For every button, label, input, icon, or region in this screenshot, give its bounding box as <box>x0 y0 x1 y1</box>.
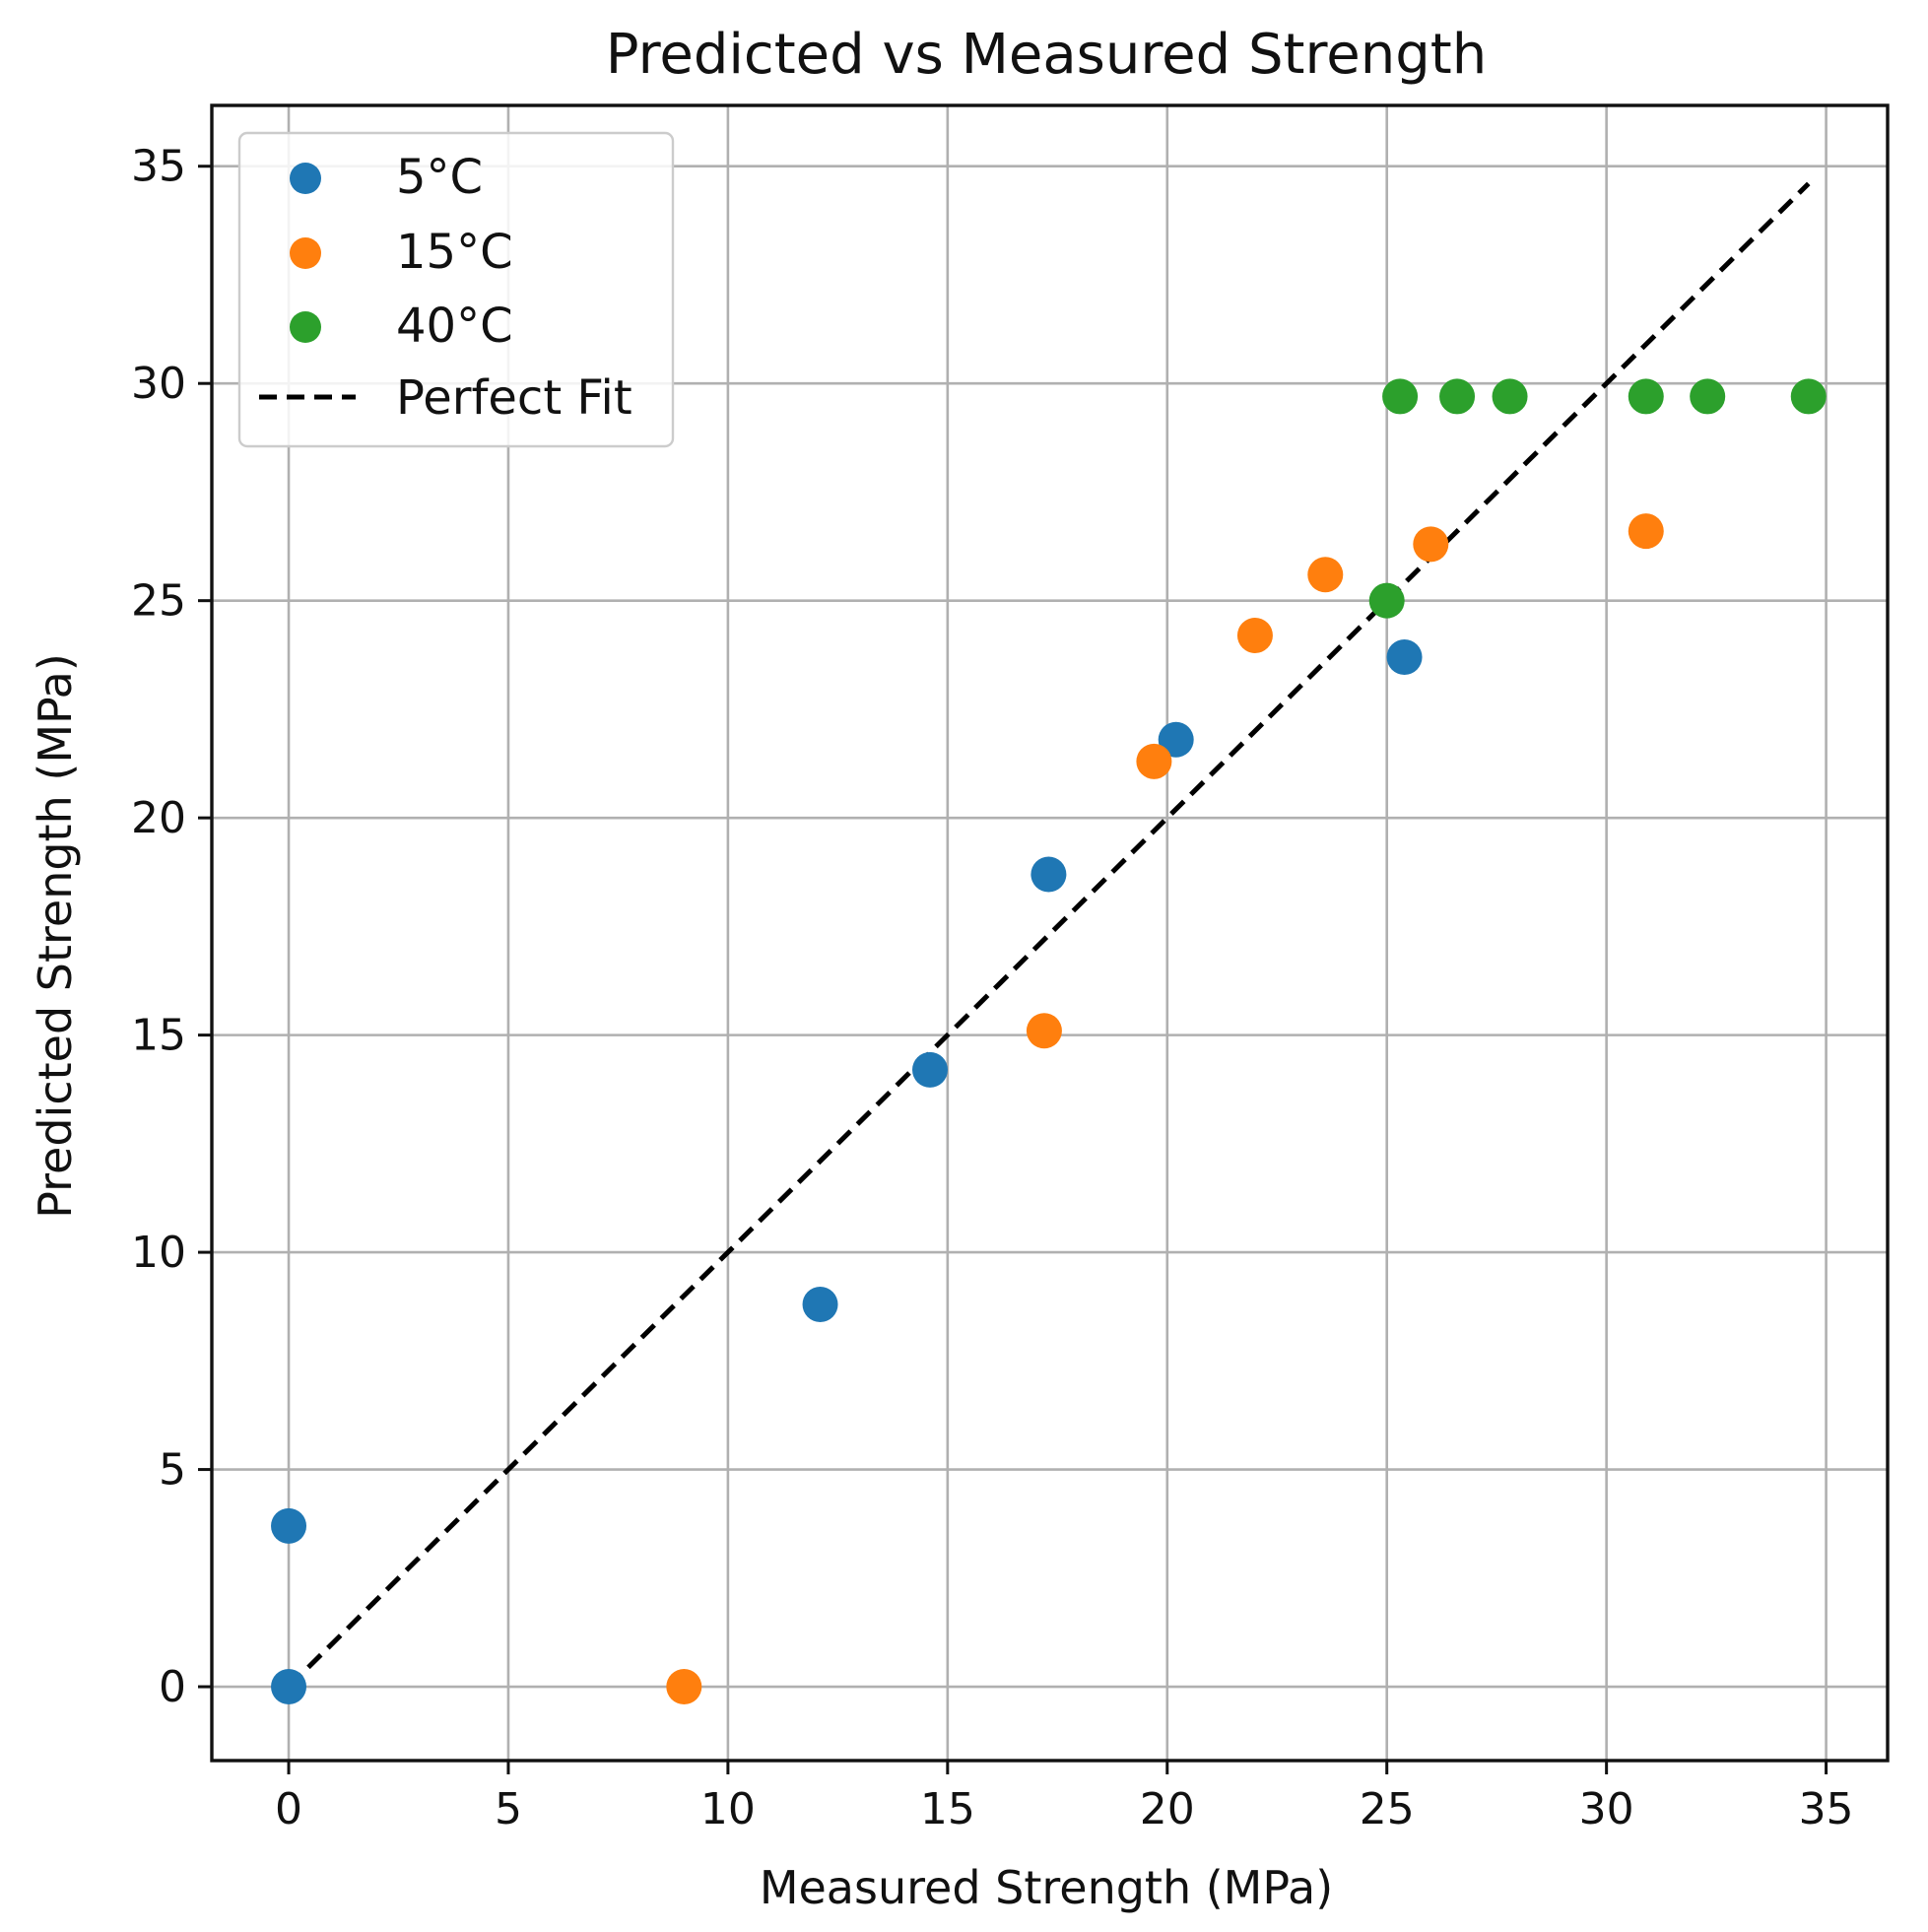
series-0 <box>271 639 1423 1705</box>
data-point <box>1439 378 1476 415</box>
axis-ticks: 0 5 10 15 20 25 30 35 0 5 10 15 20 25 30 35 <box>131 142 1854 1834</box>
y-axis-label: Predicted Strength (MPa) <box>29 653 82 1219</box>
legend-label-40c: 40°C <box>396 299 513 354</box>
data-point <box>912 1051 948 1088</box>
data-point <box>1690 378 1726 415</box>
legend-label-15c: 15°C <box>396 225 513 280</box>
data-point <box>1790 378 1827 415</box>
x-tick-label: 0 <box>275 1784 302 1834</box>
data-point <box>1307 557 1344 593</box>
y-tick-label: 30 <box>131 359 186 409</box>
x-tick-label: 20 <box>1140 1784 1195 1834</box>
y-tick-label: 15 <box>131 1011 186 1061</box>
x-tick-label: 25 <box>1360 1784 1415 1834</box>
grid <box>212 105 1888 1761</box>
data-point <box>271 1507 307 1544</box>
data-point <box>1158 721 1194 758</box>
reference-line-layer <box>287 181 1811 1689</box>
y-tick-label: 5 <box>159 1445 186 1496</box>
data-point <box>802 1287 838 1323</box>
x-axis-label: Measured Strength (MPa) <box>760 1861 1333 1914</box>
legend-box <box>237 131 675 448</box>
data-point <box>1386 639 1423 675</box>
series-2 <box>1368 378 1827 619</box>
data-point <box>1628 513 1664 550</box>
data-point <box>1236 617 1273 653</box>
data-points <box>271 378 1827 1705</box>
x-tick-label: 5 <box>495 1784 522 1834</box>
legend-marker-15c <box>290 237 321 269</box>
data-point <box>1136 743 1172 779</box>
data-point <box>1628 378 1664 415</box>
data-point <box>271 1669 307 1705</box>
data-point <box>1382 378 1419 415</box>
legend-label-5c: 5°C <box>396 150 483 205</box>
y-tick-label: 10 <box>131 1228 186 1278</box>
legend-label-perfect-fit: Perfect Fit <box>396 370 632 426</box>
y-tick-label: 25 <box>131 576 186 627</box>
x-tick-label: 35 <box>1799 1784 1854 1834</box>
x-tick-label: 15 <box>920 1784 975 1834</box>
x-tick-label: 30 <box>1579 1784 1634 1834</box>
data-point <box>1492 378 1528 415</box>
data-point <box>666 1669 702 1705</box>
perfect-fit-line <box>287 181 1811 1689</box>
data-point <box>1413 526 1449 563</box>
y-tick-label: 20 <box>131 793 186 843</box>
plot-frame <box>210 103 1890 1763</box>
legend-marker-40c <box>290 311 321 343</box>
legend-marker-5c <box>290 163 321 194</box>
y-tick-label: 35 <box>131 142 186 192</box>
data-point <box>1026 1013 1062 1049</box>
y-tick-label: 0 <box>159 1662 186 1712</box>
legend: 5°C 15°C 40°C Perfect Fit <box>237 131 675 448</box>
data-point <box>1368 582 1405 619</box>
x-tick-label: 10 <box>700 1784 756 1834</box>
series-1 <box>666 513 1664 1705</box>
chart-title: Predicted vs Measured Strength <box>606 23 1487 87</box>
data-point <box>1030 856 1067 893</box>
